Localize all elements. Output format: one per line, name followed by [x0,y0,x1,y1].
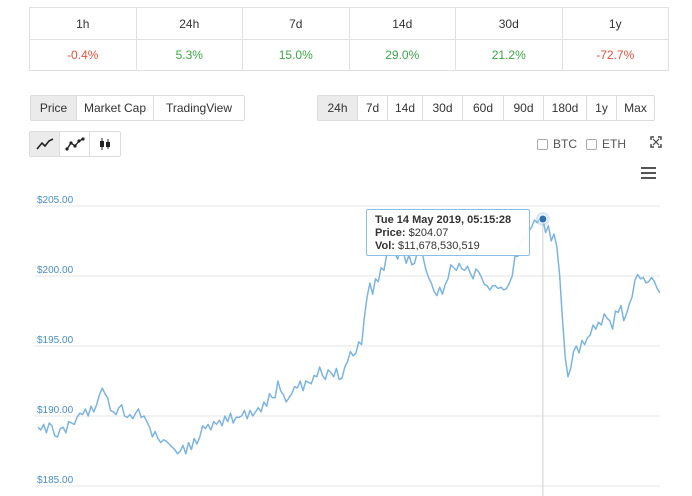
performance-header-24h: 24h [135,7,243,40]
metric-button-tradingview[interactable]: TradingView [165,101,233,115]
range-button-90d[interactable]: 90d [504,96,544,120]
performance-header-30d: 30d [455,7,563,40]
range-button-24h[interactable]: 24h [318,96,358,120]
btc-checkbox[interactable] [537,138,548,150]
tooltip-price-label: Price: [375,227,406,239]
performance-table: 1h 24h 7d 14d 30d 1y -0.4% 5.3% 15.0% 29… [29,7,669,71]
line-with-markers-icon [64,137,85,151]
y-tick-label: $195.00 [37,335,74,346]
line-chart-icon [35,138,53,150]
range-button-7d[interactable]: 7d [358,96,388,120]
hover-point-marker [538,214,548,224]
y-tick-label: $190.00 [37,405,74,416]
performance-header-7d: 7d [242,7,350,40]
tooltip-volume-value: $11,678,530,519 [398,240,480,252]
tooltip-volume-label: Vol: [375,240,395,252]
performance-value-1y: -72.7% [561,39,669,71]
performance-header-row: 1h 24h 7d 14d 30d 1y [29,7,669,40]
chart-tooltip: Tue 14 May 2019, 05:15:28 Price: $204.07… [366,209,530,256]
range-button-max[interactable]: Max [624,101,647,115]
candlestick-chart-button[interactable] [90,132,120,156]
y-tick-label: $205.00 [37,195,74,206]
line-markers-chart-button[interactable] [60,132,90,156]
range-selector: 24h 7d 14d 30d 60d 90d 180d 1y Max [317,95,655,121]
btc-label: BTC [553,137,577,151]
tooltip-price-row: Price: $204.07 [375,227,529,240]
metric-selector: Price Market Cap TradingView [30,95,245,121]
range-button-14d[interactable]: 14d [388,96,423,120]
price-series-line [37,216,661,455]
performance-header-14d: 14d [348,7,456,40]
line-chart-button[interactable] [30,132,60,156]
candlestick-icon [100,138,110,150]
eth-checkbox[interactable] [586,138,597,150]
compare-eth[interactable]: ETH [586,137,626,151]
price-chart[interactable]: $205.00 $200.00 $195.00 $190.00 $185.00 [0,185,692,496]
tooltip-date: Tue 14 May 2019, 05:15:28 [375,214,512,226]
metric-button-price[interactable]: Price [31,96,77,120]
performance-header-1h: 1h [29,7,137,40]
chart-gridlines [35,205,660,487]
performance-value-30d: 21.2% [455,39,563,71]
range-button-1y[interactable]: 1y [587,96,617,120]
range-button-60d[interactable]: 60d [463,96,504,120]
performance-value-1h: -0.4% [29,39,137,71]
y-tick-label: $185.00 [37,475,74,486]
fullscreen-icon[interactable] [650,136,662,148]
performance-value-14d: 29.0% [348,39,456,71]
chart-type-selector [29,131,121,157]
y-axis-labels: $205.00 $200.00 $195.00 $190.00 $185.00 [37,195,74,486]
eth-label: ETH [602,137,626,151]
performance-value-24h: 5.3% [135,39,243,71]
performance-value-row: -0.4% 5.3% 15.0% 29.0% 21.2% -72.7% [29,39,669,71]
performance-header-1y: 1y [561,7,669,40]
metric-button-market-cap[interactable]: Market Cap [77,96,154,120]
range-button-180d[interactable]: 180d [544,96,587,120]
compare-btc[interactable]: BTC [537,137,577,151]
range-button-30d[interactable]: 30d [423,96,463,120]
tooltip-volume-row: Vol: $11,678,530,519 [375,240,529,253]
hamburger-menu-icon[interactable] [641,167,656,179]
y-tick-label: $200.00 [37,265,74,276]
tooltip-price-value: $204.07 [408,227,449,239]
performance-value-7d: 15.0% [242,39,350,71]
